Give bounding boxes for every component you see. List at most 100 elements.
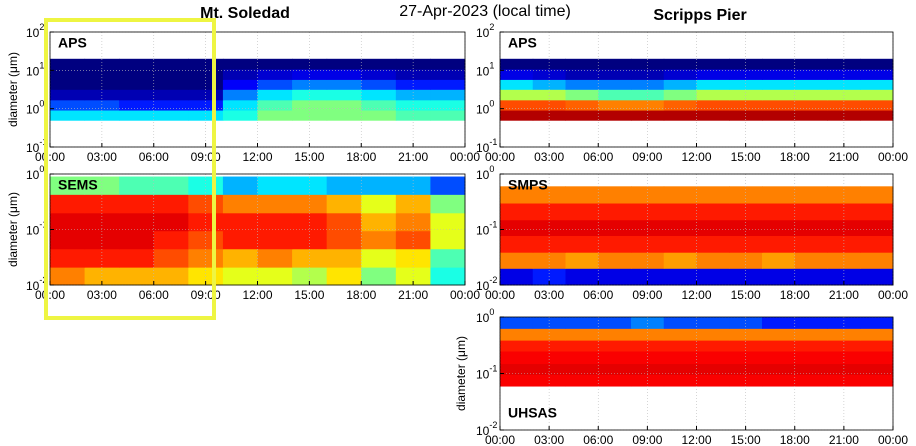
- y-tick-label: 100: [26, 164, 44, 182]
- heat-cell: [532, 219, 566, 236]
- heat-cell: [598, 219, 632, 236]
- y-tick-exponent: 1: [39, 61, 44, 71]
- x-tick-label: 12:00: [242, 150, 272, 164]
- x-tick-label: 09:00: [632, 288, 662, 302]
- y-tick-label: 101: [476, 61, 494, 79]
- x-tick-label: 15:00: [294, 150, 324, 164]
- heat-cell: [631, 99, 665, 111]
- x-tick-label: 15:00: [731, 288, 761, 302]
- heat-cell: [50, 267, 86, 286]
- heat-cell: [50, 194, 86, 214]
- y-tick-label: 10-1: [476, 364, 497, 382]
- heat-cell: [532, 58, 566, 70]
- heat-cell: [153, 176, 189, 195]
- x-tick-label: 18:00: [780, 433, 810, 446]
- heat-cell: [663, 79, 697, 90]
- heat-cell: [153, 267, 189, 286]
- heat-cell: [565, 268, 599, 286]
- heat-cell: [395, 194, 431, 214]
- heat-cell: [257, 267, 293, 286]
- heat-cell: [794, 186, 828, 204]
- heat-cell: [794, 99, 828, 111]
- y-tick-exponent: -2: [489, 420, 497, 430]
- heat-cell: [762, 252, 796, 269]
- heat-cell: [84, 79, 120, 90]
- heat-cell: [565, 219, 599, 236]
- heat-cell: [762, 58, 796, 70]
- heat-cell: [119, 230, 155, 250]
- y-tick-label: 100: [476, 164, 494, 182]
- heat-cell: [860, 99, 894, 111]
- heat-cell: [598, 99, 632, 111]
- heat-cell: [696, 110, 730, 121]
- heat-cell: [860, 58, 894, 70]
- x-tick-label: 06:00: [583, 433, 613, 446]
- heat-cell: [119, 58, 155, 70]
- heat-cell: [222, 89, 258, 101]
- heat-cell: [153, 58, 189, 70]
- heat-cell: [188, 79, 224, 90]
- heat-cell: [430, 89, 466, 101]
- x-tick-label: 21:00: [398, 150, 428, 164]
- highlight-box: [44, 18, 216, 320]
- x-tick-label: 03:00: [534, 150, 564, 164]
- heat-cell: [500, 374, 534, 387]
- y-tick-exponent: 2: [39, 22, 44, 32]
- heat-cell: [663, 340, 697, 352]
- heat-cell: [827, 235, 861, 253]
- heat-cell: [188, 58, 224, 70]
- heat-cell: [565, 79, 599, 90]
- heat-cell: [762, 374, 796, 387]
- heat-cell: [696, 252, 730, 269]
- heat-cell: [696, 69, 730, 80]
- center-title: 27-Apr-2023 (local time): [399, 3, 571, 20]
- heat-cell: [565, 186, 599, 204]
- heat-cell: [361, 58, 397, 70]
- heat-cell: [827, 203, 861, 221]
- heat-cell: [827, 219, 861, 236]
- heat-cell: [598, 374, 632, 387]
- heat-cell: [326, 89, 362, 101]
- heat-cell: [500, 58, 534, 70]
- heat-cell: [631, 328, 665, 341]
- heat-cell: [794, 374, 828, 387]
- heat-cell: [361, 89, 397, 101]
- heat-cell: [257, 110, 293, 121]
- heat-cell: [119, 267, 155, 286]
- heat-cell: [84, 194, 120, 214]
- y-tick-label: 10-2: [26, 275, 47, 293]
- x-tick-label: 00:00: [485, 150, 515, 164]
- heat-cell: [395, 99, 431, 111]
- heat-cell: [84, 230, 120, 250]
- heat-cell: [729, 186, 763, 204]
- heat-cell: [361, 99, 397, 111]
- heat-cell: [361, 212, 397, 232]
- heat-cell: [696, 235, 730, 253]
- y-tick-label: 100: [476, 307, 494, 325]
- y-tick-base: 10: [476, 103, 490, 117]
- heat-cell: [631, 110, 665, 121]
- heat-cell: [532, 363, 566, 376]
- heat-cell: [565, 89, 599, 101]
- axes-frame: [499, 316, 894, 431]
- heat-cell: [430, 58, 466, 70]
- x-tick-label: 12:00: [681, 150, 711, 164]
- heat-cell: [762, 351, 796, 365]
- heat-cell: [729, 79, 763, 90]
- y-tick-base: 10: [26, 65, 40, 79]
- heat-cell: [119, 79, 155, 90]
- heat-cell: [222, 267, 258, 286]
- heat-cell: [631, 317, 665, 329]
- heat-cell: [827, 186, 861, 204]
- heat-cell: [222, 212, 258, 232]
- y-tick-exponent: -1: [489, 137, 497, 147]
- heat-cell: [119, 99, 155, 111]
- heat-cell: [696, 99, 730, 111]
- heat-cell: [119, 248, 155, 268]
- heat-cell: [500, 317, 534, 329]
- heat-cell: [696, 351, 730, 365]
- heat-cell: [119, 176, 155, 195]
- heat-cell: [565, 235, 599, 253]
- heat-cell: [153, 194, 189, 214]
- y-tick-base: 10: [476, 224, 490, 238]
